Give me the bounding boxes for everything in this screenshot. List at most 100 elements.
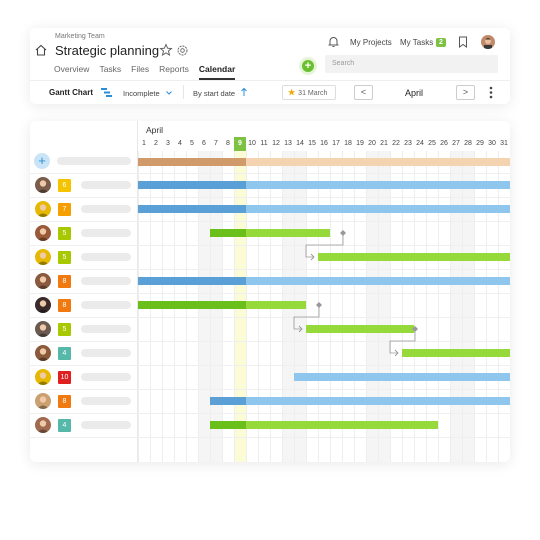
day-5[interactable]: 5 <box>190 140 194 147</box>
assignee-avatar[interactable] <box>35 225 51 241</box>
day-22[interactable]: 22 <box>392 140 400 147</box>
task-bar-done[interactable] <box>138 301 246 309</box>
date-button[interactable]: ★ 31 March <box>282 85 336 100</box>
assignee-avatar[interactable] <box>35 249 51 265</box>
summary-bar[interactable] <box>246 158 510 166</box>
day-18[interactable]: 18 <box>344 140 352 147</box>
my-projects-link[interactable]: My Projects <box>350 38 392 47</box>
day-30[interactable]: 30 <box>488 140 496 147</box>
gantt-chart-icon[interactable] <box>101 87 112 97</box>
task-bar[interactable] <box>306 325 414 333</box>
day-24[interactable]: 24 <box>416 140 424 147</box>
day-3[interactable]: 3 <box>166 140 170 147</box>
task-bar[interactable] <box>246 229 330 237</box>
tab-tasks[interactable]: Tasks <box>99 64 122 74</box>
next-month-button[interactable]: > <box>456 85 475 100</box>
assignee-avatar[interactable] <box>35 297 51 313</box>
assignee-avatar[interactable] <box>35 369 51 385</box>
assignee-avatar[interactable] <box>35 393 51 409</box>
task-bar[interactable] <box>246 277 510 285</box>
task-bar-done[interactable] <box>210 229 246 237</box>
assignee-avatar[interactable] <box>35 273 51 289</box>
arrow-up-icon[interactable] <box>240 87 248 97</box>
day-28[interactable]: 28 <box>464 140 472 147</box>
day-26[interactable]: 26 <box>440 140 448 147</box>
day-16[interactable]: 16 <box>320 140 328 147</box>
day-11[interactable]: 11 <box>260 140 268 147</box>
task-bar-done[interactable] <box>210 421 246 429</box>
star-icon[interactable] <box>159 43 173 57</box>
task-bar-done[interactable] <box>210 397 246 405</box>
chevron-down-icon[interactable] <box>165 89 173 97</box>
grid-line <box>474 151 475 462</box>
bell-icon[interactable] <box>327 35 340 48</box>
day-9[interactable]: 9 <box>234 137 246 151</box>
tab-calendar[interactable]: Calendar <box>198 63 236 80</box>
tab-reports[interactable]: Reports <box>159 64 189 74</box>
grid-line <box>486 151 487 462</box>
prev-month-button[interactable]: < <box>354 85 373 100</box>
gantt-bars <box>138 158 510 429</box>
status-filter[interactable]: Incomplete <box>123 89 160 98</box>
assignee-avatar[interactable] <box>35 417 51 433</box>
day-10[interactable]: 10 <box>248 140 256 147</box>
dependency-arrow <box>394 349 399 357</box>
day-27[interactable]: 27 <box>452 140 460 147</box>
assignee-avatar[interactable] <box>35 201 51 217</box>
sort-option[interactable]: By start date <box>193 89 236 98</box>
task-bar[interactable] <box>318 253 510 261</box>
gear-icon[interactable] <box>176 44 189 57</box>
tab-files[interactable]: Files <box>131 64 150 74</box>
bookmark-icon[interactable] <box>458 36 468 48</box>
day-13[interactable]: 13 <box>284 140 292 147</box>
search-input[interactable]: Search <box>325 55 498 73</box>
day-2[interactable]: 2 <box>154 140 158 147</box>
summary-bar-done[interactable] <box>138 158 246 166</box>
day-23[interactable]: 23 <box>404 140 412 147</box>
gantt-view-label[interactable]: Gantt Chart <box>49 88 93 97</box>
task-bar-done[interactable] <box>138 277 246 285</box>
day-21[interactable]: 21 <box>380 140 388 147</box>
user-avatar[interactable] <box>481 35 495 49</box>
day-7[interactable]: 7 <box>214 140 218 147</box>
dependency-handle[interactable] <box>412 326 418 332</box>
day-12[interactable]: 12 <box>272 140 280 147</box>
assignee-avatar[interactable] <box>35 321 51 337</box>
add-task-button[interactable]: + <box>34 153 50 169</box>
day-15[interactable]: 15 <box>308 140 316 147</box>
day-17[interactable]: 17 <box>332 140 340 147</box>
dependency-handle[interactable] <box>340 230 346 236</box>
day-20[interactable]: 20 <box>368 140 376 147</box>
day-6[interactable]: 6 <box>202 140 206 147</box>
day-1[interactable]: 1 <box>142 140 146 147</box>
task-bar[interactable] <box>246 421 438 429</box>
task-bar[interactable] <box>246 301 306 309</box>
day-4[interactable]: 4 <box>178 140 182 147</box>
priority-badge: 4 <box>58 346 71 360</box>
team-name[interactable]: Marketing Team <box>55 33 105 40</box>
tab-overview[interactable]: Overview <box>54 64 90 74</box>
assignee-avatar[interactable] <box>35 345 51 361</box>
home-icon[interactable] <box>34 43 48 57</box>
task-bar-done[interactable] <box>138 181 246 189</box>
dependency-handle[interactable] <box>316 302 322 308</box>
my-tasks-link[interactable]: My Tasks <box>400 38 434 47</box>
task-bar[interactable] <box>294 373 510 381</box>
task-bar[interactable] <box>246 181 510 189</box>
day-25[interactable]: 25 <box>428 140 436 147</box>
grid-line <box>402 151 403 462</box>
day-14[interactable]: 14 <box>296 140 304 147</box>
day-8[interactable]: 8 <box>226 140 230 147</box>
task-bar[interactable] <box>246 397 510 405</box>
priority-badge: 5 <box>58 226 71 240</box>
assignee-avatar[interactable] <box>35 177 51 193</box>
day-19[interactable]: 19 <box>356 140 364 147</box>
task-name-placeholder <box>81 301 131 309</box>
more-options-icon[interactable] <box>489 86 493 99</box>
task-bar[interactable] <box>402 349 510 357</box>
day-31[interactable]: 31 <box>500 140 508 147</box>
add-button[interactable]: + <box>299 57 317 75</box>
day-29[interactable]: 29 <box>476 140 484 147</box>
task-bar-done[interactable] <box>138 205 246 213</box>
task-bar[interactable] <box>246 205 510 213</box>
